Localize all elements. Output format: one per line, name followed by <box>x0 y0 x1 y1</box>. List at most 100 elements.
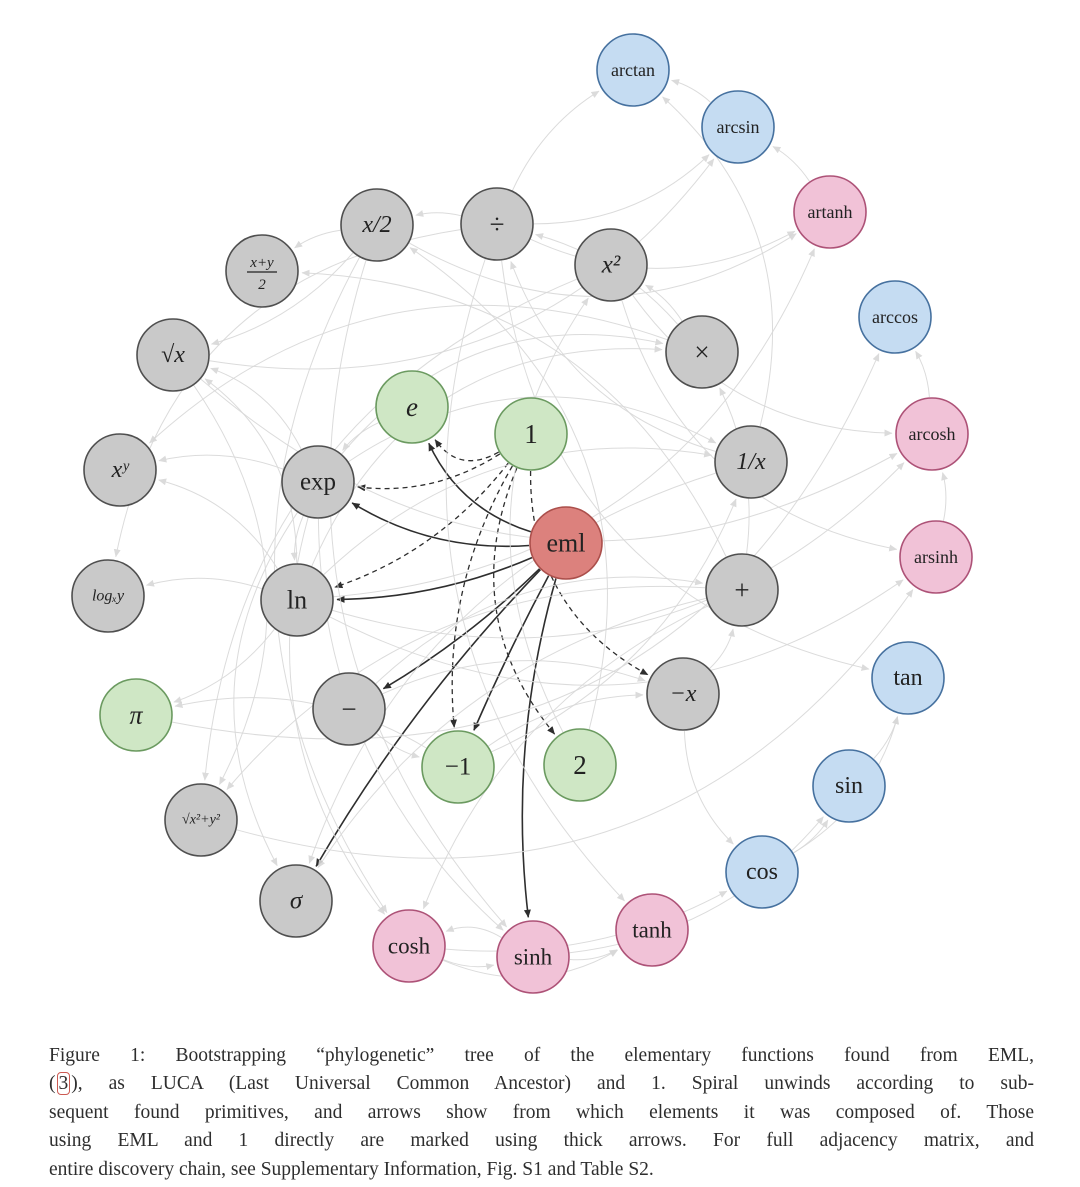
node-half: x/2 <box>340 188 414 262</box>
citation-link-3[interactable]: 3 <box>56 1072 71 1096</box>
hypot-label: √x²+y² <box>182 813 221 828</box>
edge-minus-plus <box>375 576 704 684</box>
arcosh-label: arcosh <box>909 424 956 444</box>
artanh-circle <box>793 175 867 249</box>
neg1-circle <box>421 730 495 804</box>
edge-neg1-negx <box>488 691 644 747</box>
edge-one-exp <box>357 453 501 492</box>
node-exp: exp <box>281 445 355 519</box>
sin-circle <box>812 749 886 823</box>
edge-half-sinh <box>329 260 507 928</box>
node-ln: ln <box>260 563 334 637</box>
edge-div-arcsin <box>533 154 710 225</box>
avg-circle <box>225 234 299 308</box>
edge-sin-tan <box>873 716 899 759</box>
avg-label: x+y 2 <box>249 255 274 293</box>
edge-times-pow <box>149 304 668 444</box>
sinh-circle <box>496 920 570 994</box>
node-sq: x² <box>574 228 648 302</box>
tanh-label: tanh <box>632 918 672 943</box>
edge-eml-ln <box>336 556 533 603</box>
two-label: 2 <box>573 750 587 780</box>
node-arsinh: arsinh <box>899 520 973 594</box>
caption-line-1: Figure 1: Bootstrapping “phylogenetic” t… <box>49 1045 1034 1066</box>
caption-text: ( <box>49 1073 56 1095</box>
exp-label: exp <box>300 469 336 496</box>
edge-artanh-arcsin <box>772 146 810 182</box>
node-avg: x+y 2 <box>225 234 299 308</box>
edge-two-half <box>409 247 608 730</box>
cos-label: cos <box>746 859 778 885</box>
edge-exp-sqrt <box>210 367 302 450</box>
edge-pi-arccos <box>172 353 880 740</box>
node-div: ÷ <box>460 187 534 261</box>
edge-div-tan <box>501 260 870 671</box>
times-circle <box>665 315 739 389</box>
node-times: × <box>665 315 739 389</box>
sqrt-circle <box>136 318 210 392</box>
edge-sinh-sin <box>569 816 824 954</box>
half-circle <box>340 188 414 262</box>
node-arctan: arctan <box>596 33 670 107</box>
node-sin: sin <box>812 749 886 823</box>
edge-sq-arcosh <box>632 294 893 437</box>
sigma-label: σ <box>290 888 304 915</box>
sinh-label: sinh <box>514 945 553 970</box>
node-two: 2 <box>543 728 617 802</box>
sq-label: x² <box>601 252 621 279</box>
edge-sqrt-arcsin <box>209 158 715 370</box>
edge-ln-inv <box>323 447 713 575</box>
edge-neg1-inv <box>491 498 737 753</box>
tan-circle <box>871 641 945 715</box>
edge-arsinh-arcosh <box>941 472 948 521</box>
edge-sqrt-hypot <box>193 385 268 785</box>
edge-inv-sigma <box>308 472 716 864</box>
edge-arcosh-arccos <box>915 350 930 398</box>
edge-one-two <box>493 467 556 735</box>
edge-plus-cosh <box>422 605 709 910</box>
neg1-label: −1 <box>445 754 472 781</box>
one-label: 1 <box>524 419 538 449</box>
inv-label: 1/x <box>736 449 766 475</box>
caption-line-3: sequent found primitives, and arrows sho… <box>49 1101 1034 1123</box>
node-pi: π <box>99 678 173 752</box>
pi-label: π <box>129 701 143 730</box>
logxy-circle <box>71 559 145 633</box>
cosh-circle <box>372 909 446 983</box>
edge-negx-cos <box>683 730 734 845</box>
arcsin-circle <box>701 90 775 164</box>
caption-line-4: using EML and 1 directly are marked usin… <box>49 1130 1034 1152</box>
edge-negx-plus <box>709 628 735 669</box>
edge-div-tanh <box>445 258 625 902</box>
edge-eml-exp <box>351 502 530 548</box>
edge-eml-neg1 <box>473 575 550 731</box>
edge-ln-arcosh <box>332 462 905 639</box>
negx-circle <box>646 657 720 731</box>
edge-ln-pi <box>173 628 275 703</box>
edge-plus-hypot <box>226 585 706 790</box>
cos-circle <box>725 835 799 909</box>
exp-circle <box>281 445 355 519</box>
pow-circle <box>83 433 157 507</box>
edge-eml-e <box>428 442 532 533</box>
arccos-label: arccos <box>872 307 918 327</box>
node-arcsin: arcsin <box>701 90 775 164</box>
node-logxy: logₓy <box>71 559 145 633</box>
ln-label: ln <box>287 586 307 615</box>
div-label: ÷ <box>490 209 505 239</box>
node-sinh: sinh <box>496 920 570 994</box>
one-circle <box>494 397 568 471</box>
node-arcosh: arcosh <box>895 397 969 471</box>
ln-circle <box>260 563 334 637</box>
edge-div-arctan <box>512 90 600 191</box>
edge-one-ln <box>334 462 509 589</box>
arctan-circle <box>596 33 670 107</box>
edge-ln-sqrt <box>204 378 298 564</box>
arcosh-circle <box>895 397 969 471</box>
node-minus: − <box>312 672 386 746</box>
arsinh-label: arsinh <box>914 547 958 567</box>
edge-minus-neg1 <box>376 733 420 759</box>
node-pow: xʸ <box>83 433 157 507</box>
tan-label: tan <box>893 665 922 691</box>
